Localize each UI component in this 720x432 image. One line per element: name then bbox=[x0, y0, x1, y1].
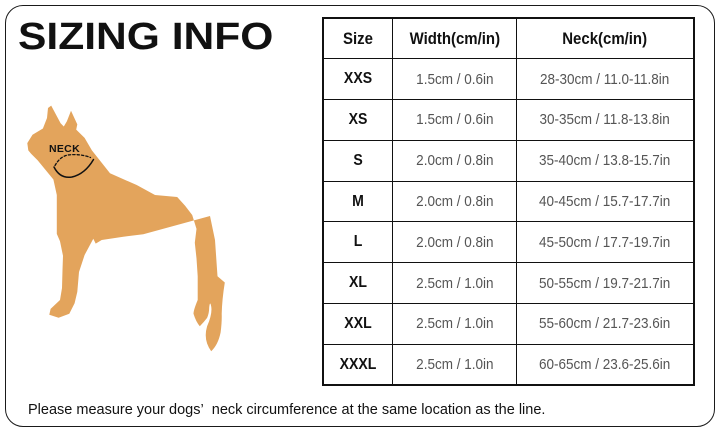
svg-text:NECK: NECK bbox=[49, 143, 80, 155]
